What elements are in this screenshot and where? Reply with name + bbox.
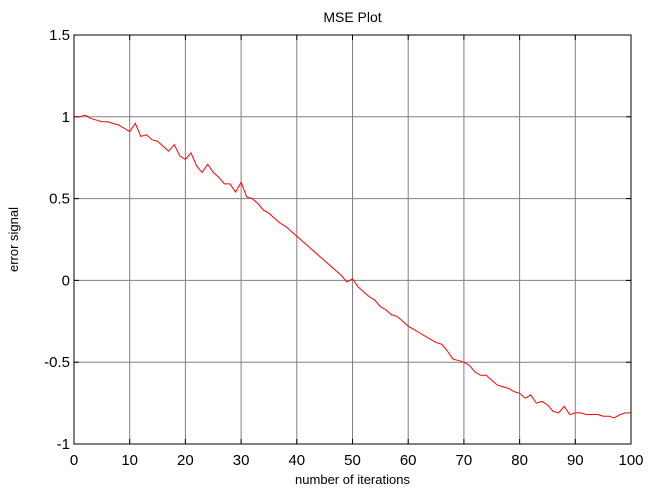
x-axis-label: number of iterations <box>295 472 410 487</box>
x-tick-label: 60 <box>400 452 417 469</box>
y-tick-label: 1 <box>62 109 70 126</box>
x-tick-label: 90 <box>567 452 584 469</box>
grid <box>73 34 632 445</box>
x-tick-label: 10 <box>121 452 138 469</box>
x-tick-label: 40 <box>288 452 305 469</box>
x-tick-label: 70 <box>456 452 473 469</box>
y-tick-label: -1 <box>57 436 70 453</box>
y-tick-label: -0.5 <box>44 354 70 371</box>
x-tick-label: 30 <box>233 452 250 469</box>
y-axis-ticks: -1 -0.5 0 0.5 1 1.5 <box>44 27 631 453</box>
x-tick-label: 80 <box>511 452 528 469</box>
y-axis-label: error signal <box>6 207 21 272</box>
x-tick-label: 0 <box>70 452 78 469</box>
x-tick-label: 100 <box>618 452 643 469</box>
chart-title: MSE Plot <box>323 9 381 25</box>
plot-frame <box>73 34 632 445</box>
series-layer <box>74 114 631 419</box>
y-tick-label: 1.5 <box>49 27 70 44</box>
y-tick-label: 0 <box>62 272 70 289</box>
x-tick-label: 50 <box>344 452 361 469</box>
x-tick-label: 20 <box>177 452 194 469</box>
x-axis-ticks: 0 10 20 30 40 50 60 70 80 90 100 <box>70 35 644 469</box>
series-line <box>74 114 631 419</box>
y-tick-label: 0.5 <box>49 191 70 208</box>
